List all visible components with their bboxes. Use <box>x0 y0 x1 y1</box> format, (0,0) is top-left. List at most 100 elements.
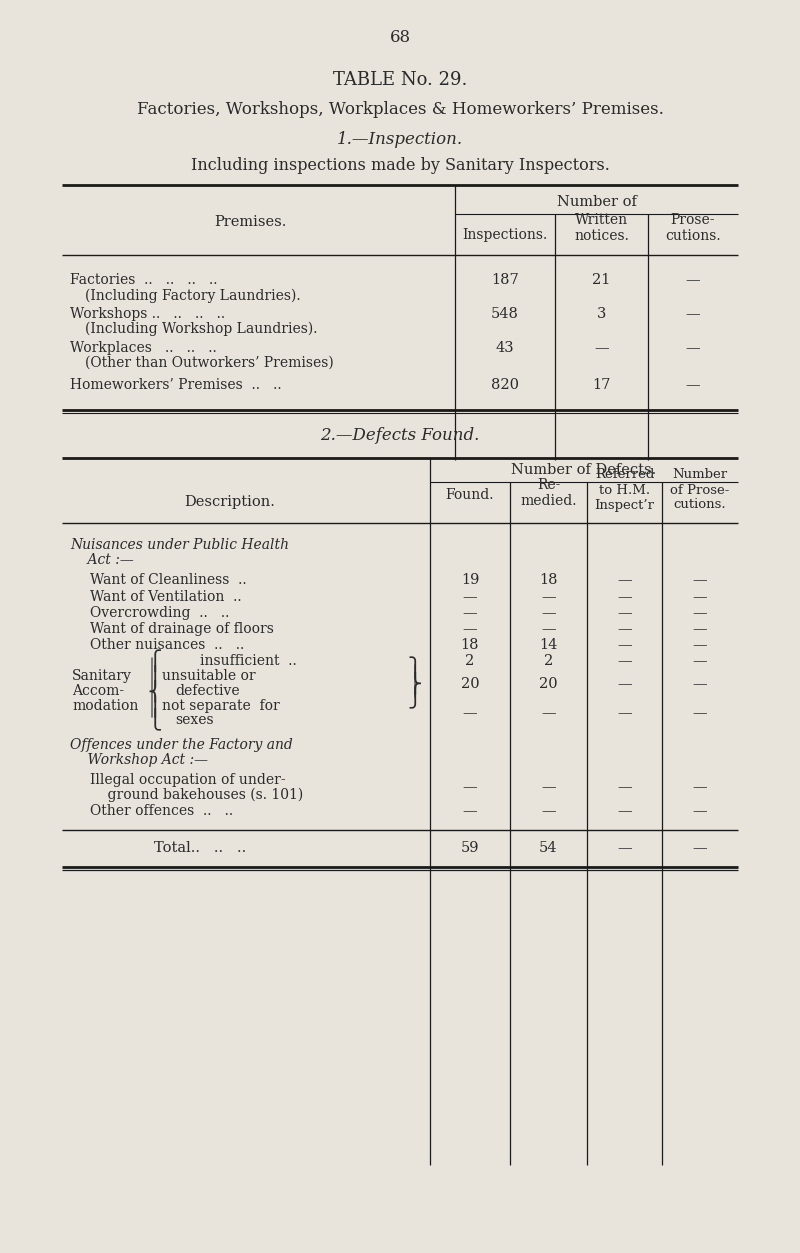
Text: (Including Workshop Laundries).: (Including Workshop Laundries). <box>85 322 318 336</box>
Text: Written
notices.: Written notices. <box>574 213 629 243</box>
Text: Number
of Prose-
cutions.: Number of Prose- cutions. <box>670 469 730 511</box>
Text: —: — <box>617 573 632 586</box>
Text: ⎭: ⎭ <box>408 687 422 709</box>
Text: Want of drainage of floors: Want of drainage of floors <box>90 621 274 637</box>
Text: —: — <box>617 638 632 652</box>
Text: Factories, Workshops, Workplaces & Homeworkers’ Premises.: Factories, Workshops, Workplaces & Homew… <box>137 101 663 119</box>
Text: insufficient  ..: insufficient .. <box>200 654 297 668</box>
Text: —: — <box>686 341 700 355</box>
Text: —: — <box>617 621 632 637</box>
Text: —: — <box>693 606 707 620</box>
Text: Sanitary: Sanitary <box>72 669 132 683</box>
Text: Homeworkers’ Premises  ..   ..: Homeworkers’ Premises .. .. <box>70 378 282 392</box>
Text: 2: 2 <box>544 654 553 668</box>
Text: —: — <box>693 590 707 604</box>
Text: —: — <box>693 621 707 637</box>
Text: unsuitable or: unsuitable or <box>162 669 256 683</box>
Text: —: — <box>693 573 707 586</box>
Text: Number of Defects.: Number of Defects. <box>511 464 657 477</box>
Text: —: — <box>693 638 707 652</box>
Text: Description.: Description. <box>185 495 275 509</box>
Text: Act :—: Act :— <box>70 553 134 568</box>
Text: —: — <box>541 621 556 637</box>
Text: Want of Cleanliness  ..: Want of Cleanliness .. <box>90 573 246 586</box>
Text: —: — <box>693 841 707 855</box>
Text: ⎪: ⎪ <box>148 664 162 688</box>
Text: not separate  for: not separate for <box>162 699 280 713</box>
Text: —: — <box>617 590 632 604</box>
Text: ground bakehouses (s. 101): ground bakehouses (s. 101) <box>90 788 303 802</box>
Text: Illegal occupation of under-: Illegal occupation of under- <box>90 773 286 787</box>
Text: 2: 2 <box>466 654 474 668</box>
Text: Inspections.: Inspections. <box>462 228 548 242</box>
Text: —: — <box>594 341 609 355</box>
Text: sexes: sexes <box>175 713 214 727</box>
Text: Workplaces   ..   ..   ..: Workplaces .. .. .. <box>70 341 217 355</box>
Text: ⎧: ⎧ <box>148 650 162 673</box>
Text: —: — <box>617 705 632 720</box>
Text: Premises.: Premises. <box>214 216 286 229</box>
Text: —: — <box>693 677 707 690</box>
Text: —: — <box>617 804 632 818</box>
Text: —: — <box>617 841 632 855</box>
Text: Factories  ..   ..   ..   ..: Factories .. .. .. .. <box>70 273 218 287</box>
Text: —: — <box>693 654 707 668</box>
Text: —: — <box>617 654 632 668</box>
Text: ⎬: ⎬ <box>408 672 422 694</box>
Text: 14: 14 <box>539 638 558 652</box>
Text: Prose-
cutions.: Prose- cutions. <box>665 213 721 243</box>
Text: —: — <box>693 804 707 818</box>
Text: 19: 19 <box>461 573 479 586</box>
Text: 43: 43 <box>496 341 514 355</box>
Text: 17: 17 <box>592 378 610 392</box>
Text: —: — <box>541 590 556 604</box>
Text: ⎨: ⎨ <box>148 679 162 703</box>
Text: Accom-: Accom- <box>72 684 124 698</box>
Text: 59: 59 <box>461 841 479 855</box>
Text: ⎩: ⎩ <box>148 709 162 732</box>
Text: Re-
medied.: Re- medied. <box>520 477 577 509</box>
Text: 18: 18 <box>539 573 558 586</box>
Text: Workshop Act :—: Workshop Act :— <box>70 753 208 767</box>
Text: —: — <box>541 804 556 818</box>
Text: Found.: Found. <box>446 487 494 502</box>
Text: Total..   ..   ..: Total.. .. .. <box>154 841 246 855</box>
Text: —: — <box>462 590 478 604</box>
Text: 21: 21 <box>592 273 610 287</box>
Text: defective: defective <box>175 684 240 698</box>
Text: 20: 20 <box>461 677 479 690</box>
Text: Including inspections made by Sanitary Inspectors.: Including inspections made by Sanitary I… <box>190 158 610 174</box>
Text: Nuisances under Public Health: Nuisances under Public Health <box>70 538 289 553</box>
Text: —: — <box>462 705 478 720</box>
Text: Overcrowding  ..   ..: Overcrowding .. .. <box>90 606 230 620</box>
Text: Other nuisances  ..   ..: Other nuisances .. .. <box>90 638 244 652</box>
Text: 68: 68 <box>390 30 410 46</box>
Text: 2.—Defects Found.: 2.—Defects Found. <box>320 426 480 444</box>
Text: —: — <box>541 781 556 794</box>
Text: Want of Ventilation  ..: Want of Ventilation .. <box>90 590 242 604</box>
Text: 20: 20 <box>539 677 558 690</box>
Text: —: — <box>686 273 700 287</box>
Text: 548: 548 <box>491 307 519 321</box>
Text: —: — <box>462 606 478 620</box>
Text: 54: 54 <box>539 841 558 855</box>
Text: (Other than Outworkers’ Premises): (Other than Outworkers’ Premises) <box>85 356 334 370</box>
Text: —: — <box>686 307 700 321</box>
Text: 187: 187 <box>491 273 519 287</box>
Text: Other offences  ..   ..: Other offences .. .. <box>90 804 233 818</box>
Text: —: — <box>462 804 478 818</box>
Text: —: — <box>693 781 707 794</box>
Text: —: — <box>541 705 556 720</box>
Text: —: — <box>462 781 478 794</box>
Text: 3: 3 <box>597 307 606 321</box>
Text: 820: 820 <box>491 378 519 392</box>
Text: —: — <box>617 781 632 794</box>
Text: —: — <box>617 677 632 690</box>
Text: —: — <box>686 378 700 392</box>
Text: Number of: Number of <box>557 195 637 209</box>
Text: —: — <box>617 606 632 620</box>
Text: —: — <box>462 621 478 637</box>
Text: —: — <box>541 606 556 620</box>
Text: TABLE No. 29.: TABLE No. 29. <box>333 71 467 89</box>
Text: 18: 18 <box>461 638 479 652</box>
